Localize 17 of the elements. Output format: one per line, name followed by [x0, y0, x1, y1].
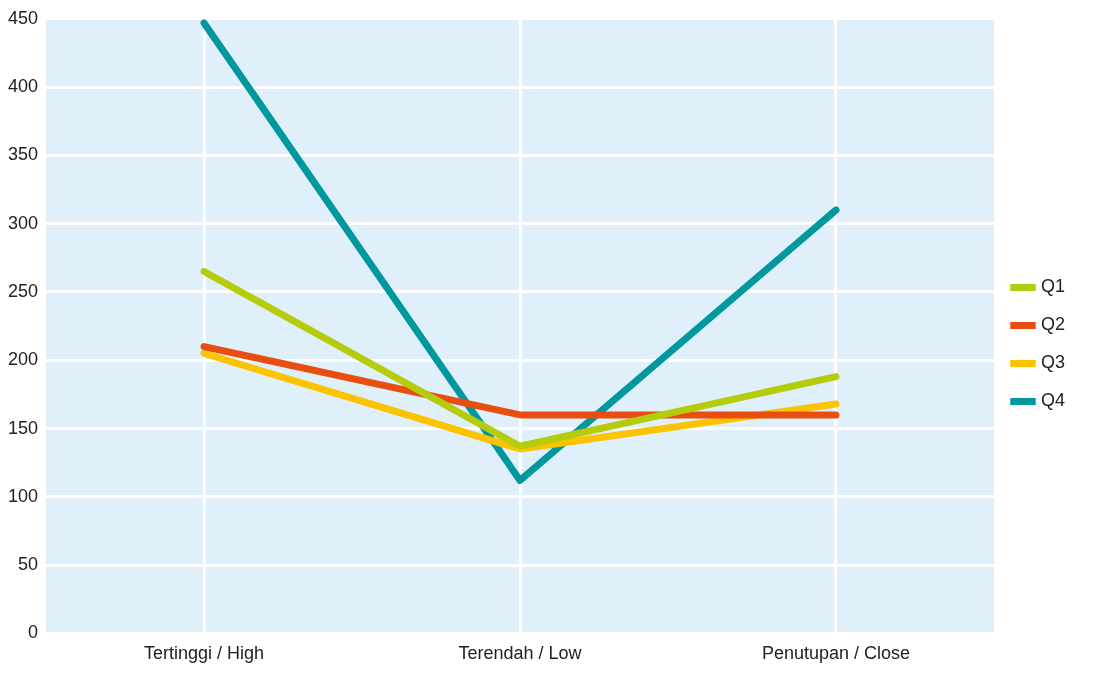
legend-label: Q2 [1040, 314, 1065, 335]
x-tick-label: Penutupan / Close [761, 643, 911, 664]
x-tick-label: Terendah / Low [458, 643, 583, 664]
x-tick-label: Tertinggi / High [143, 643, 265, 664]
legend-label: Q1 [1040, 276, 1065, 297]
y-tick-label: 350 [7, 144, 39, 165]
y-tick-label: 0 [28, 622, 39, 643]
y-tick-label: 50 [18, 554, 39, 575]
y-tick-label: 250 [7, 280, 39, 301]
y-tick-label: 200 [7, 349, 39, 370]
y-tick-label: 450 [7, 7, 39, 28]
legend-label: Q4 [1040, 390, 1065, 411]
y-tick-label: 100 [7, 485, 39, 506]
legend-label: Q3 [1040, 352, 1065, 373]
y-tick-label: 300 [7, 212, 39, 233]
y-tick-label: 150 [7, 417, 39, 438]
y-tick-label: 400 [7, 76, 39, 97]
